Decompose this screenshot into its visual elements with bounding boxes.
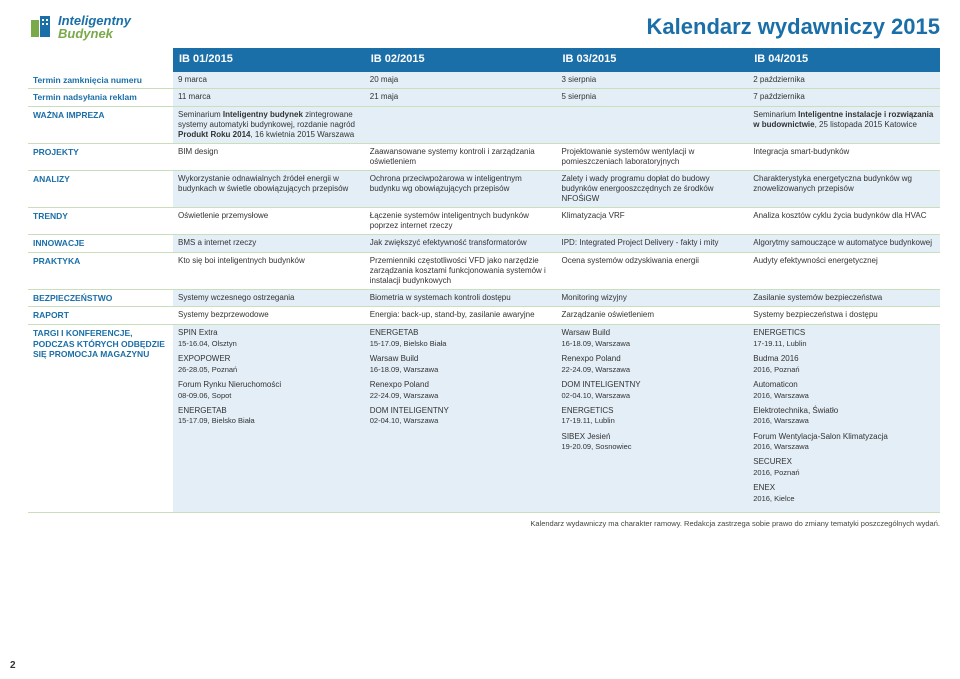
cell: Zarządzanie oświetleniem — [557, 307, 749, 325]
page-title: Kalendarz wydawniczy 2015 — [647, 14, 940, 40]
cell: 2 października — [748, 72, 940, 89]
cell: Charakterystyka energetyczna budynków wg… — [748, 171, 940, 208]
issue-header: IB 04/2015 — [748, 48, 940, 72]
cell: Projektowanie systemów wentylacji w pomi… — [557, 144, 749, 171]
footnote: Kalendarz wydawniczy ma charakter ramowy… — [28, 519, 940, 528]
cell: Przemienniki częstotliwości VFD jako nar… — [365, 252, 557, 289]
cell: Ochrona przeciwpożarowa w inteligentnym … — [365, 171, 557, 208]
issue-header: IB 01/2015 — [173, 48, 365, 72]
cell: Systemy bezprzewodowe — [173, 307, 365, 325]
row-label: WAŻNA IMPREZA — [28, 107, 173, 144]
cell: Warsaw Build16-18.09, WarszawaRenexpo Po… — [557, 324, 749, 512]
cell: 3 sierpnia — [557, 72, 749, 89]
issue-header: IB 03/2015 — [557, 48, 749, 72]
row-label: TRENDY — [28, 208, 173, 235]
cell: Analiza kosztów cyklu życia budynków dla… — [748, 208, 940, 235]
cell: 7 października — [748, 89, 940, 107]
calendar-table: IB 01/2015 IB 02/2015 IB 03/2015 IB 04/2… — [28, 48, 940, 513]
row-label: Termin zamknięcia numeru — [28, 72, 173, 89]
cell: 5 sierpnia — [557, 89, 749, 107]
cell: Wykorzystanie odnawialnych źródeł energi… — [173, 171, 365, 208]
cell: Biometria w systemach kontroli dostępu — [365, 289, 557, 307]
row-label: ANALIZY — [28, 171, 173, 208]
cell: BIM design — [173, 144, 365, 171]
cell: IPD: Integrated Project Delivery - fakty… — [557, 235, 749, 253]
cell: Łączenie systemów inteligentnych budynkó… — [365, 208, 557, 235]
cell: Zalety i wady programu dopłat do budowy … — [557, 171, 749, 208]
cell: 21 maja — [365, 89, 557, 107]
cell: 20 maja — [365, 72, 557, 89]
cell: BMS a internet rzeczy — [173, 235, 365, 253]
row-label: Termin nadsyłania reklam — [28, 89, 173, 107]
cell: Systemy wczesnego ostrzegania — [173, 289, 365, 307]
row-label: BEZPIECZEŃSTWO — [28, 289, 173, 307]
issue-header: IB 02/2015 — [365, 48, 557, 72]
cell: Systemy bezpieczeństwa i dostępu — [748, 307, 940, 325]
cell: 9 marca — [173, 72, 365, 89]
cell: Energia: back-up, stand-by, zasilanie aw… — [365, 307, 557, 325]
cell: Audyty efektywności energetycznej — [748, 252, 940, 289]
cell: Kto się boi inteligentnych budynków — [173, 252, 365, 289]
cell: ENERGETICS17-19.11, LublinBudma 20162016… — [748, 324, 940, 512]
cell: Oświetlenie przemysłowe — [173, 208, 365, 235]
building-icon — [28, 14, 54, 40]
cell: Integracja smart-budynków — [748, 144, 940, 171]
cell: Monitoring wizyjny — [557, 289, 749, 307]
cell — [557, 107, 749, 144]
cell: 11 marca — [173, 89, 365, 107]
logo: Inteligentny Budynek — [28, 14, 131, 40]
row-label: PROJEKTY — [28, 144, 173, 171]
cell: Zasilanie systemów bezpieczeństwa — [748, 289, 940, 307]
cell: Algorytmy samouczące w automatyce budynk… — [748, 235, 940, 253]
cell: Klimatyzacja VRF — [557, 208, 749, 235]
row-label: RAPORT — [28, 307, 173, 325]
row-label: PRAKTYKA — [28, 252, 173, 289]
cell: Seminarium Inteligentny budynek zintegro… — [173, 107, 365, 144]
cell: Seminarium Inteligentne instalacje i roz… — [748, 107, 940, 144]
row-label: INNOWACJE — [28, 235, 173, 253]
cell: Zaawansowane systemy kontroli i zarządza… — [365, 144, 557, 171]
cell: Jak zwiększyć efektywność transformatoró… — [365, 235, 557, 253]
row-label: TARGI I KONFERENCJE, PODCZAS KTÓRYCH ODB… — [28, 324, 173, 512]
page-number: 2 — [10, 660, 16, 671]
cell: Ocena systemów odzyskiwania energii — [557, 252, 749, 289]
cell: SPIN Extra15-16.04, OlsztynEXPOPOWER26-2… — [173, 324, 365, 512]
cell: ENERGETAB15-17.09, Bielsko BiałaWarsaw B… — [365, 324, 557, 512]
logo-line2: Budynek — [58, 27, 131, 40]
cell — [365, 107, 557, 144]
